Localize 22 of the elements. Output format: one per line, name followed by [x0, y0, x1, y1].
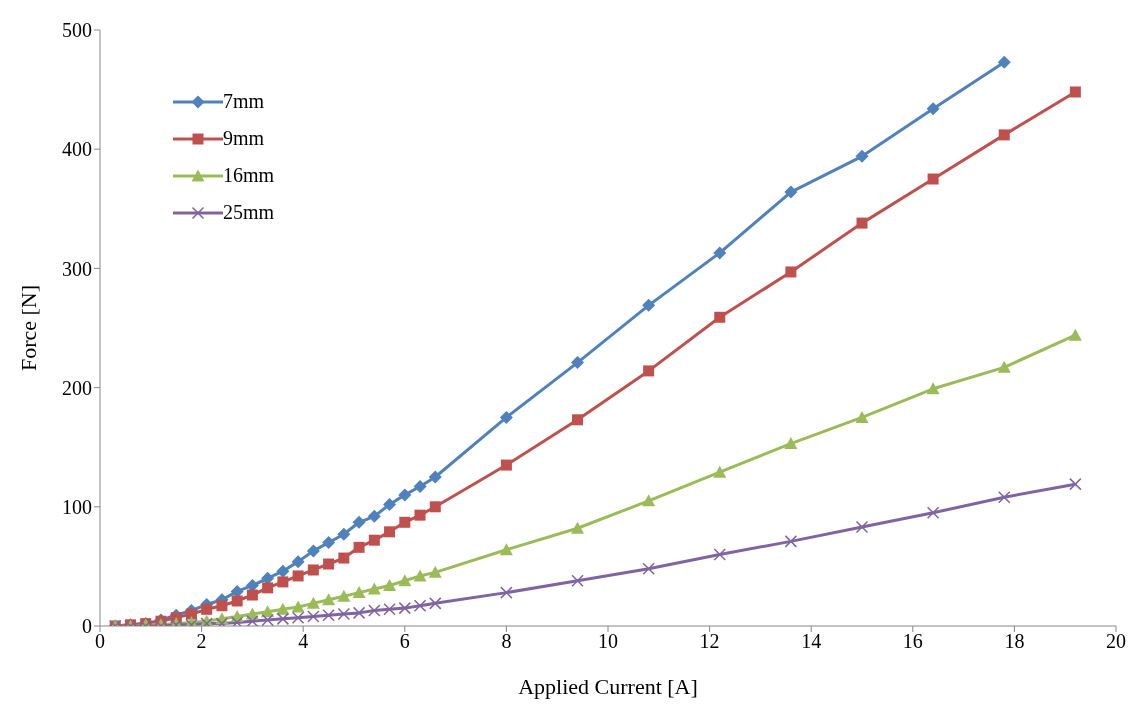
y-axis-title: Force [N] [15, 284, 41, 372]
y-tick-label: 100 [62, 495, 92, 518]
y-tick-label: 200 [62, 376, 92, 399]
x-tick-label: 6 [399, 630, 410, 653]
x-tick-label: 2 [196, 630, 207, 653]
legend-label: 7mm [223, 90, 265, 113]
legend-label: 9mm [223, 127, 265, 150]
x-tick-label: 12 [699, 630, 720, 653]
x-tick-label: 10 [598, 630, 618, 653]
x-tick-label: 20 [1106, 630, 1126, 653]
legend-label: 16mm [223, 164, 275, 187]
legend-label: 25mm [223, 201, 275, 224]
y-tick-label: 500 [62, 19, 92, 42]
x-tick-label: 14 [801, 630, 822, 653]
y-tick-label: 400 [62, 138, 92, 161]
x-tick-label: 16 [902, 630, 923, 653]
y-tick-label: 300 [62, 257, 92, 280]
y-tick-label: 0 [82, 615, 92, 638]
x-tick-label: 8 [501, 630, 512, 653]
x-tick-label: 4 [298, 630, 309, 653]
x-axis-title: Applied Current [A] [518, 674, 698, 699]
x-tick-label: 18 [1004, 630, 1025, 653]
